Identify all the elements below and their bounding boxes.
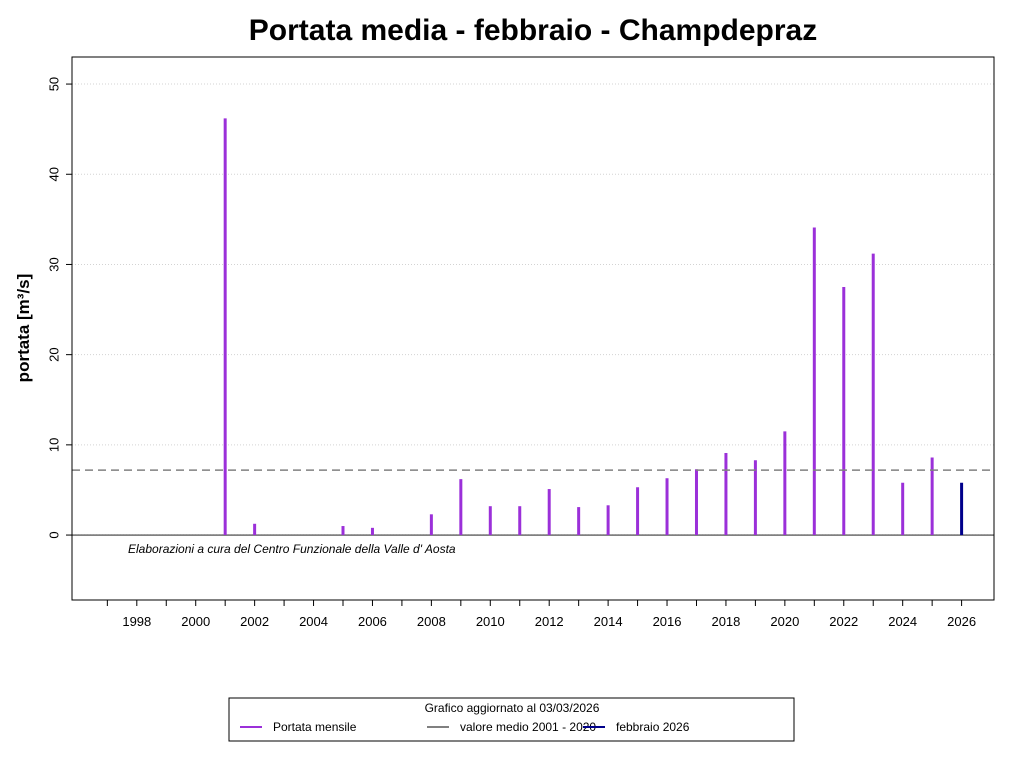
legend-title: Grafico aggiornato al 03/03/2026	[425, 701, 600, 715]
x-tick-label: 2014	[594, 614, 623, 629]
plot-frame	[71, 56, 995, 601]
y-tick-label: 0	[47, 531, 62, 538]
x-tick-label: 2026	[947, 614, 976, 629]
y-tick-label: 10	[47, 438, 62, 452]
y-tick-label: 40	[47, 167, 62, 181]
x-tick-label: 2016	[653, 614, 682, 629]
x-tick-label: 2012	[535, 614, 564, 629]
chart-title: Portata media - febbraio - Champdepraz	[249, 14, 817, 47]
x-tick-label: 1998	[122, 614, 151, 629]
y-tick-label: 50	[47, 77, 62, 91]
y-axis-label: portata [m³/s]	[14, 274, 33, 383]
y-tick-label: 30	[47, 257, 62, 271]
x-tick-label: 2020	[770, 614, 799, 629]
x-tick-label: 2018	[711, 614, 740, 629]
x-tick-label: 2006	[358, 614, 387, 629]
x-tick-label: 2008	[417, 614, 446, 629]
annotation: Elaborazioni a cura del Centro Funzional…	[128, 542, 456, 556]
legend: Grafico aggiornato al 03/03/2026 Portata…	[228, 697, 795, 742]
legend-entry-current: febbraio 2026	[616, 720, 690, 734]
x-tick-label: 2000	[181, 614, 210, 629]
x-tick-label: 2002	[240, 614, 269, 629]
x-tick-label: 2022	[829, 614, 858, 629]
legend-entry-portata: Portata mensile	[273, 720, 357, 734]
x-tick-label: 2010	[476, 614, 505, 629]
x-tick-label: 2024	[888, 614, 917, 629]
x-tick-label: 2004	[299, 614, 328, 629]
legend-entry-mean: valore medio 2001 - 2020	[460, 720, 596, 734]
y-tick-label: 20	[47, 347, 62, 361]
